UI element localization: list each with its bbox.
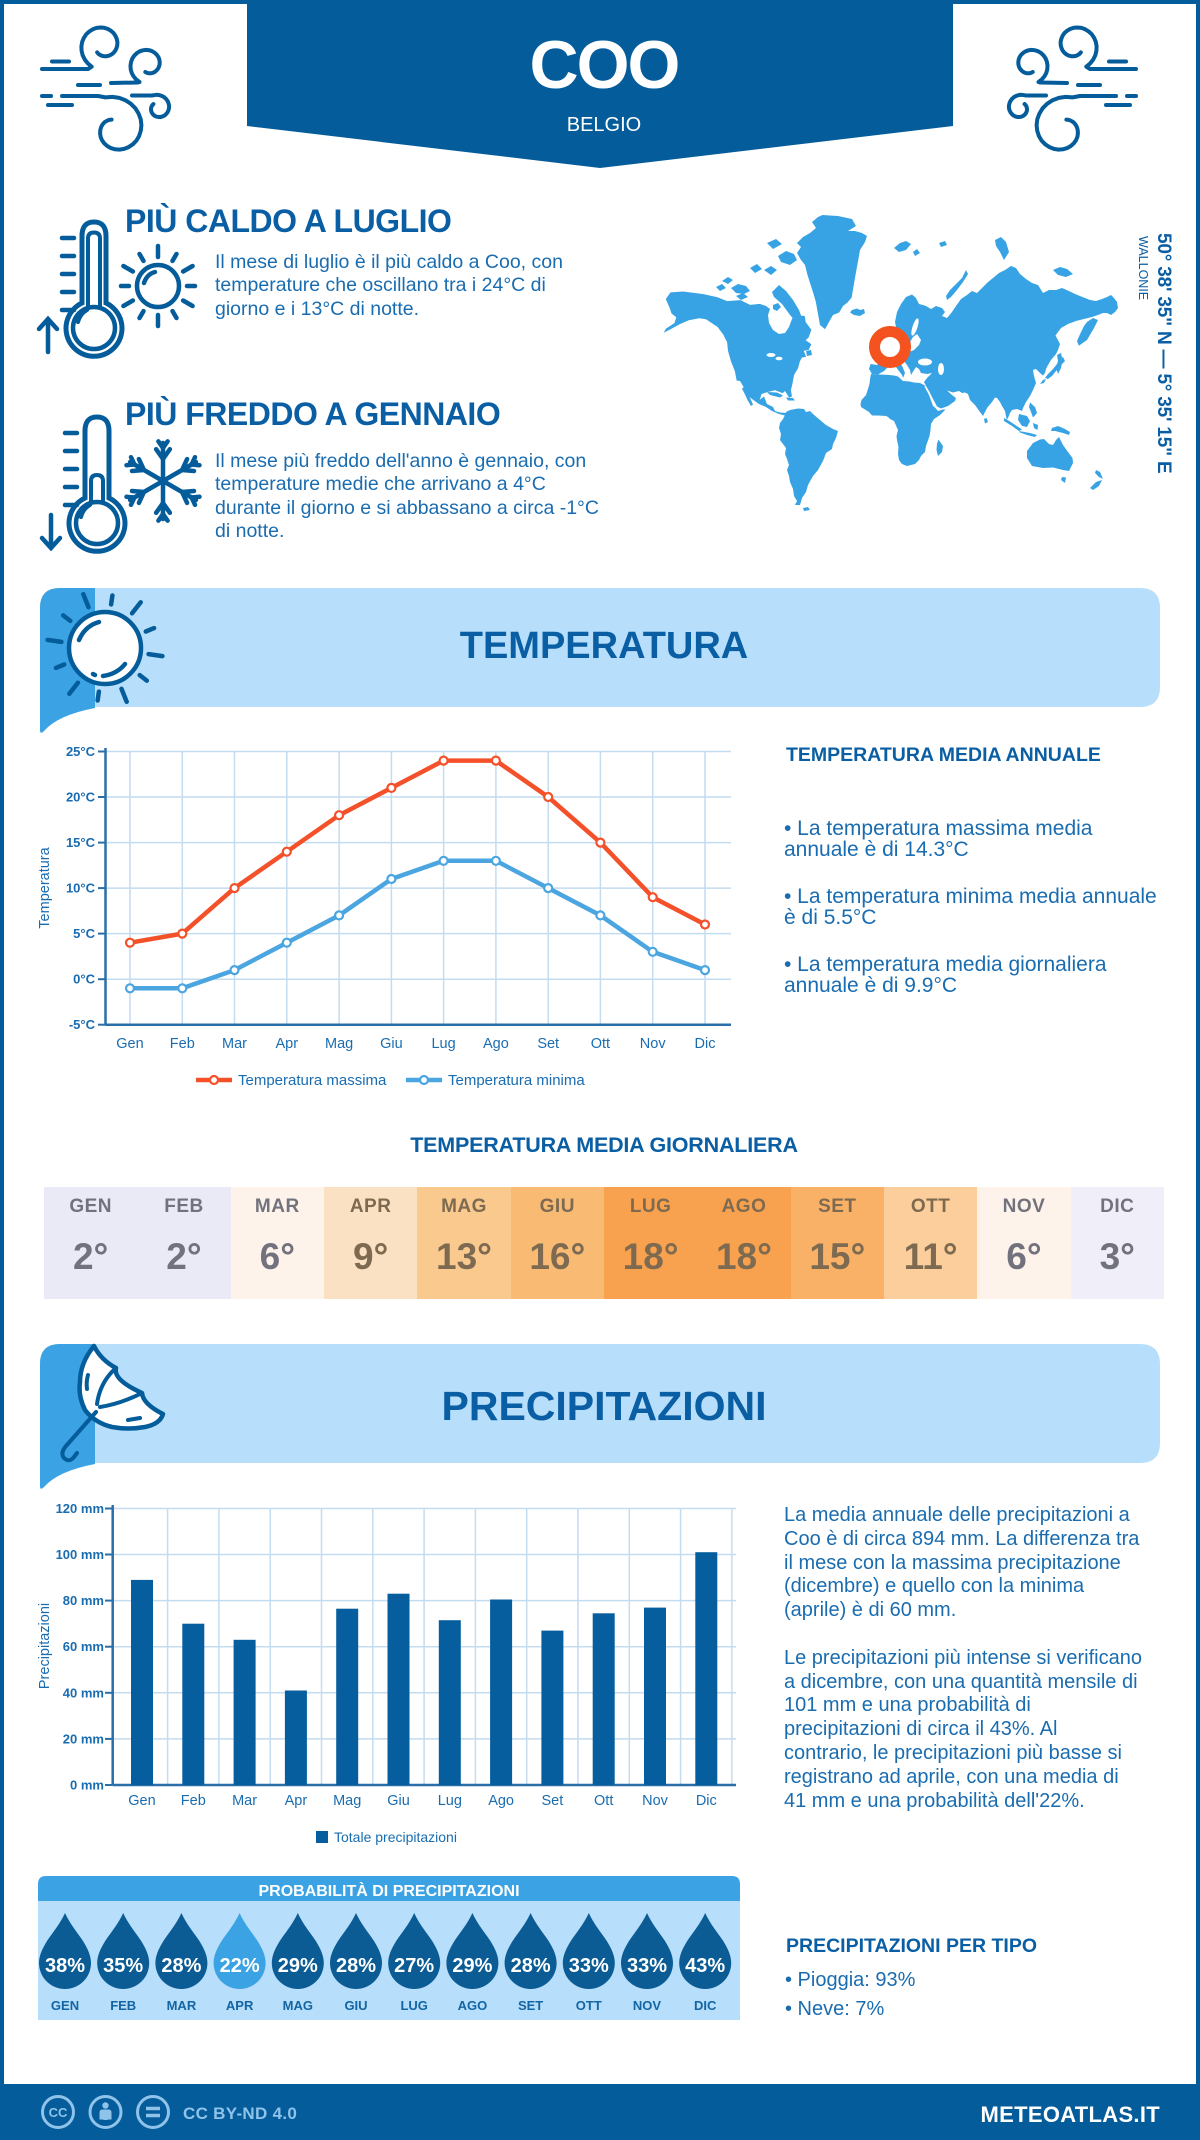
svg-text:Set: Set [542, 1793, 564, 1809]
svg-text:43%: 43% [685, 1955, 725, 1977]
svg-text:CC BY-ND 4.0: CC BY-ND 4.0 [183, 2104, 297, 2123]
svg-text:OTT: OTT [576, 1998, 602, 2013]
svg-text:Nov: Nov [640, 1036, 667, 1052]
svg-text:Mag: Mag [333, 1793, 361, 1809]
svg-text:20 mm: 20 mm [63, 1731, 104, 1746]
svg-text:Set: Set [537, 1036, 559, 1052]
svg-text:Mar: Mar [222, 1036, 247, 1052]
svg-text:33%: 33% [569, 1955, 609, 1977]
svg-text:5°C: 5°C [73, 926, 95, 941]
svg-text:28%: 28% [161, 1955, 201, 1977]
svg-text:-5°C: -5°C [69, 1017, 96, 1032]
svg-text:WALLONIE: WALLONIE [1136, 236, 1150, 300]
svg-text:Ott: Ott [591, 1036, 610, 1052]
svg-text:AGO: AGO [458, 1998, 488, 2013]
svg-text:100 mm: 100 mm [56, 1547, 104, 1562]
svg-text:Gen: Gen [116, 1036, 143, 1052]
svg-text:APR: APR [226, 1998, 254, 2013]
svg-text:Nov: Nov [642, 1793, 669, 1809]
svg-text:Dic: Dic [696, 1793, 717, 1809]
svg-text:20°C: 20°C [66, 790, 96, 805]
svg-text:120 mm: 120 mm [56, 1501, 104, 1516]
svg-text:Dic: Dic [695, 1036, 716, 1052]
svg-text:Feb: Feb [170, 1036, 195, 1052]
svg-text:Temperatura minima: Temperatura minima [448, 1072, 585, 1089]
svg-text:40 mm: 40 mm [63, 1685, 104, 1700]
svg-text:FEB: FEB [110, 1998, 136, 2013]
svg-text:28%: 28% [336, 1955, 376, 1977]
svg-text:Mag: Mag [325, 1036, 353, 1052]
svg-text:10°C: 10°C [66, 881, 96, 896]
svg-text:Totale precipitazioni: Totale precipitazioni [334, 1829, 457, 1845]
svg-text:Temperatura: Temperatura [37, 846, 53, 928]
svg-text:22%: 22% [220, 1955, 260, 1977]
svg-text:GIU: GIU [344, 1998, 367, 2013]
svg-text:Apr: Apr [285, 1793, 308, 1809]
svg-text:MAR: MAR [167, 1998, 197, 2013]
svg-text:28%: 28% [511, 1955, 551, 1977]
svg-text:GEN: GEN [51, 1998, 79, 2013]
svg-text:Precipitazioni: Precipitazioni [37, 1603, 53, 1689]
svg-text:Mar: Mar [232, 1793, 257, 1809]
svg-text:Giu: Giu [387, 1793, 410, 1809]
svg-text:27%: 27% [394, 1955, 434, 1977]
svg-text:Ott: Ott [594, 1793, 613, 1809]
svg-text:SET: SET [518, 1998, 543, 2013]
svg-text:Ago: Ago [488, 1793, 514, 1809]
svg-text:Temperatura massima: Temperatura massima [238, 1072, 387, 1089]
svg-text:80 mm: 80 mm [63, 1593, 104, 1608]
svg-text:PROBABILITÀ DI PRECIPITAZIONI: PROBABILITÀ DI PRECIPITAZIONI [258, 1881, 519, 1900]
svg-text:DIC: DIC [694, 1998, 717, 2013]
svg-text:METEOATLAS.IT: METEOATLAS.IT [981, 2102, 1161, 2127]
svg-text:Lug: Lug [438, 1793, 462, 1809]
svg-text:50° 38' 35" N — 5° 35' 15" E: 50° 38' 35" N — 5° 35' 15" E [1153, 233, 1174, 474]
svg-text:0 mm: 0 mm [70, 1778, 104, 1793]
svg-text:NOV: NOV [633, 1998, 662, 2013]
svg-text:Gen: Gen [128, 1793, 155, 1809]
svg-text:Lug: Lug [431, 1036, 455, 1052]
svg-text:60 mm: 60 mm [63, 1639, 104, 1654]
svg-text:35%: 35% [103, 1955, 143, 1977]
svg-text:Ago: Ago [483, 1036, 509, 1052]
svg-text:29%: 29% [452, 1955, 492, 1977]
svg-text:33%: 33% [627, 1955, 667, 1977]
svg-text:Apr: Apr [276, 1036, 299, 1052]
svg-text:MAG: MAG [283, 1998, 313, 2013]
svg-text:38%: 38% [45, 1955, 85, 1977]
svg-text:Giu: Giu [380, 1036, 403, 1052]
svg-text:15°C: 15°C [66, 835, 96, 850]
svg-text:Feb: Feb [181, 1793, 206, 1809]
svg-text:LUG: LUG [400, 1998, 427, 2013]
svg-text:29%: 29% [278, 1955, 318, 1977]
svg-text:CC: CC [49, 2105, 68, 2120]
svg-text:0°C: 0°C [73, 972, 95, 987]
svg-text:25°C: 25°C [66, 744, 96, 759]
